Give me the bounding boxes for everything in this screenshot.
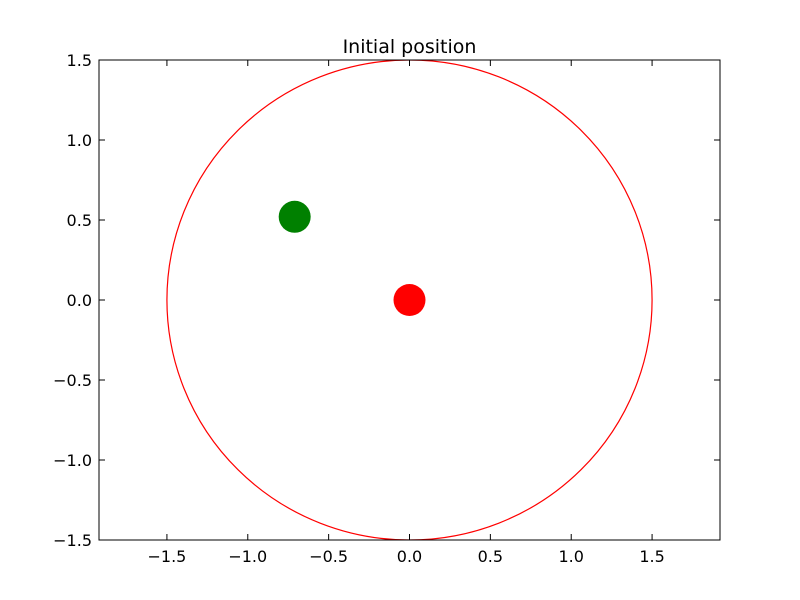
y-tick-label: 1.0 (67, 131, 92, 150)
x-tick-label: 1.5 (639, 547, 664, 566)
x-tick-label: −0.5 (309, 547, 348, 566)
y-tick-label: −1.0 (53, 451, 92, 470)
boundary-circle (166, 60, 653, 540)
y-tick-label: −1.5 (53, 531, 92, 550)
y-tick-label: −0.5 (53, 371, 92, 390)
y-tick-label: 0.0 (67, 291, 92, 310)
x-tick-label: 1.0 (558, 547, 583, 566)
y-tick-label: 1.5 (67, 51, 92, 70)
x-tick-label: −1.5 (147, 547, 186, 566)
plot-area (166, 60, 653, 540)
y-tick-label: 0.5 (67, 211, 92, 230)
x-tick-label: 0.0 (397, 547, 422, 566)
plot-content (166, 60, 653, 540)
data-point-1 (278, 200, 311, 233)
data-point-2 (393, 284, 426, 316)
x-tick-label: −1.0 (228, 547, 267, 566)
chart-title: Initial position (343, 36, 477, 58)
axes: −1.5 −1.0 −0.5 0.0 0.5 1.0 1.5 1.5 1.0 0.5 0.0 −0.5… (53, 51, 721, 566)
x-tick-label: 0.5 (478, 547, 503, 566)
